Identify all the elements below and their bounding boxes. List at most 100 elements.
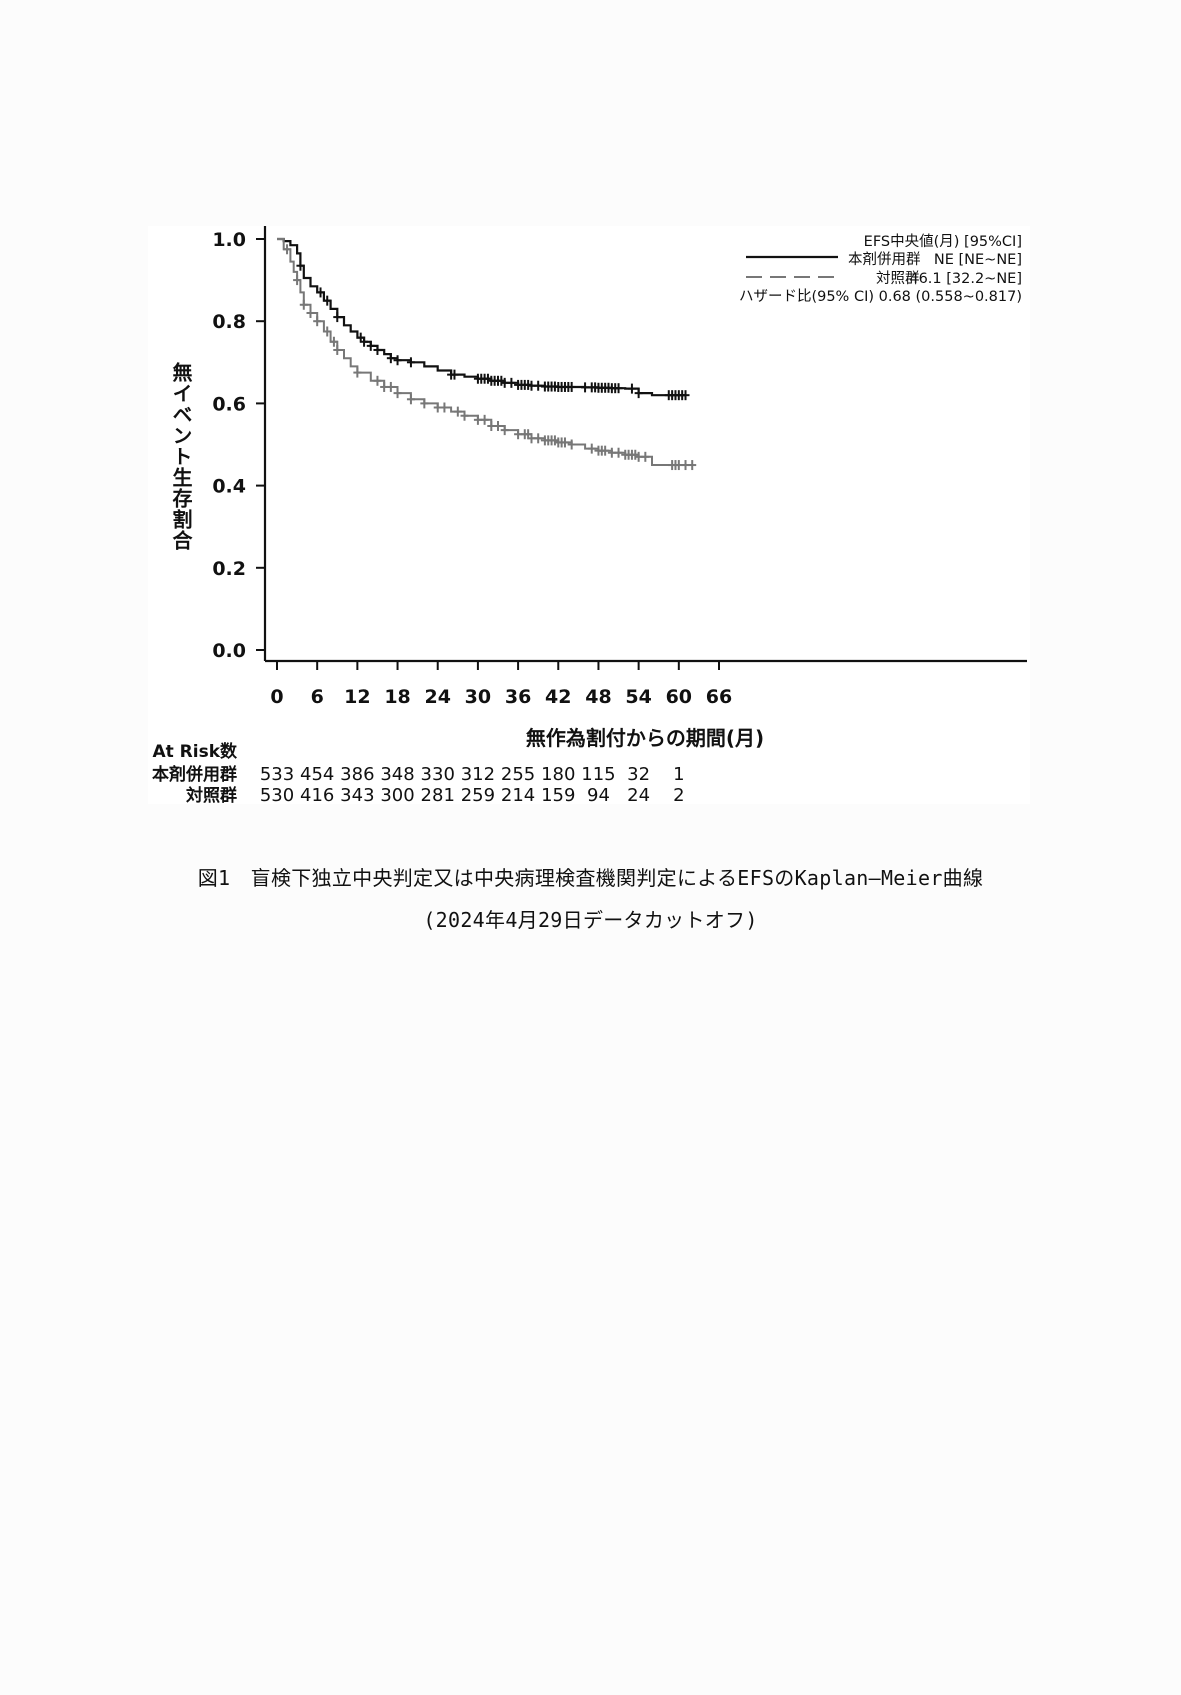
censor-mark-control (514, 429, 523, 440)
censor-mark-control (688, 460, 697, 471)
x-tick-label: 12 (344, 686, 370, 708)
at-risk-value: 343 (340, 785, 374, 806)
y-tick-label: 0.6 (212, 393, 246, 415)
at-risk-value: 386 (340, 764, 374, 785)
censor-mark-control (406, 394, 415, 405)
censor-mark-treatment (627, 383, 636, 394)
censor-mark-control (487, 421, 496, 432)
censor-mark-control (527, 433, 536, 444)
x-tick-label: 60 (666, 686, 692, 708)
at-risk-value: 1 (673, 764, 684, 785)
censor-mark-treatment (323, 295, 332, 306)
censor-mark-control (453, 406, 462, 417)
at-risk-value: 159 (541, 785, 575, 806)
censor-mark-control (293, 275, 302, 286)
at-risk-value: 533 (260, 764, 294, 785)
x-tick-label: 24 (425, 686, 451, 708)
at-risk-value: 416 (300, 785, 334, 806)
x-tick-label: 48 (585, 686, 611, 708)
censor-mark-control (393, 388, 402, 399)
censor-mark-control (353, 367, 362, 378)
x-tick-label: 6 (311, 686, 324, 708)
censor-mark-treatment (527, 380, 536, 391)
censor-mark-control (329, 336, 338, 347)
censor-mark-treatment (581, 382, 590, 393)
censor-mark-control (560, 437, 569, 448)
censor-mark-control (494, 421, 503, 432)
censor-mark-control (567, 439, 576, 450)
y-tick-label: 0.2 (212, 558, 246, 580)
censor-mark-control (674, 460, 683, 471)
at-risk-value: 24 (627, 785, 650, 806)
censor-mark-treatment (634, 388, 643, 399)
at-risk-value: 214 (501, 785, 535, 806)
censor-mark-control (373, 375, 382, 386)
censor-mark-treatment (614, 383, 623, 394)
at-risk-value: 312 (461, 764, 495, 785)
at-risk-value: 2 (673, 785, 684, 806)
censor-mark-control (641, 451, 650, 462)
censor-mark-control (433, 402, 442, 413)
legend: EFS中央値(月) [95%CI]本剤併用群 NE [NE~NE] 対照群46.1 … (739, 233, 1022, 305)
axes: 0.0 0.2 0.4 0.6 0.8 1.0 0 6 12 18 24 30 36 42 48 54 60 66… (169, 226, 1027, 750)
censor-mark-treatment (406, 357, 415, 368)
legend-hazard-ratio: ハザード比(95% CI) 0.68 (0.558~0.817) (739, 288, 1022, 305)
censor-mark-control (386, 381, 395, 392)
survival-curves (277, 237, 697, 471)
censor-mark-treatment (450, 369, 459, 380)
legend-header: EFS中央値(月) [95%CI] (864, 233, 1022, 250)
censor-mark-treatment (366, 340, 375, 351)
at-risk-value: 255 (501, 764, 535, 785)
censor-mark-control (607, 447, 616, 458)
censor-mark-treatment (534, 380, 543, 391)
censor-mark-treatment (393, 355, 402, 366)
censor-mark-control (380, 381, 389, 392)
x-tick-label: 42 (545, 686, 571, 708)
censor-mark-control (299, 299, 308, 310)
at-risk-value: 94 (587, 785, 610, 806)
censor-mark-treatment (507, 377, 516, 388)
at-risk-value: 180 (541, 764, 575, 785)
at-risk-row-label: 対照群 (185, 785, 237, 806)
censor-mark-control (534, 433, 543, 444)
censor-mark-treatment (296, 260, 305, 271)
at-risk-value: 259 (461, 785, 495, 806)
y-tick-label: 1.0 (212, 229, 246, 251)
at-risk-value: 115 (581, 764, 615, 785)
censor-mark-treatment (681, 390, 690, 401)
censor-mark-control (473, 414, 482, 425)
x-tick-label: 54 (625, 686, 651, 708)
at-risk-value: 330 (421, 764, 455, 785)
legend-label-control: 対照群 (876, 270, 920, 287)
at-risk-value: 281 (421, 785, 455, 806)
x-axis-title: 無作為割付からの期間(月) (526, 726, 764, 750)
at-risk-value: 454 (300, 764, 334, 785)
legend-value-treatment: NE [NE~NE] (934, 252, 1022, 268)
censor-mark-control (681, 460, 690, 471)
at-risk-row-label: 本剤併用群 (152, 764, 237, 785)
censor-mark-treatment (333, 312, 342, 323)
legend-value-control: 46.1 [32.2~NE] (909, 271, 1022, 287)
censor-mark-control (460, 410, 469, 421)
censor-mark-control (500, 425, 509, 436)
censor-mark-control (283, 244, 292, 255)
censor-mark-control (614, 447, 623, 458)
censor-mark-treatment (500, 377, 509, 388)
figure-caption: 図1 盲検下独立中央判定又は中央病理検査機関判定によるEFSのKaplan―Me… (197, 866, 984, 890)
x-tick-label: 30 (465, 686, 491, 708)
x-tick-label: 36 (505, 686, 531, 708)
censor-mark-control (323, 326, 332, 337)
censor-mark-control (480, 414, 489, 425)
censor-mark-control (634, 451, 643, 462)
figure-caption-subtitle: (2024年4月29日データカットオフ) (423, 908, 758, 932)
chart-background (148, 226, 1030, 804)
x-tick-label: 18 (384, 686, 410, 708)
y-tick-label: 0.8 (212, 311, 246, 333)
censor-mark-treatment (360, 336, 369, 347)
at-risk-value: 348 (380, 764, 414, 785)
censor-mark-control (420, 398, 429, 409)
y-tick-label: 0.4 (212, 476, 246, 498)
censor-mark-control (601, 445, 610, 456)
